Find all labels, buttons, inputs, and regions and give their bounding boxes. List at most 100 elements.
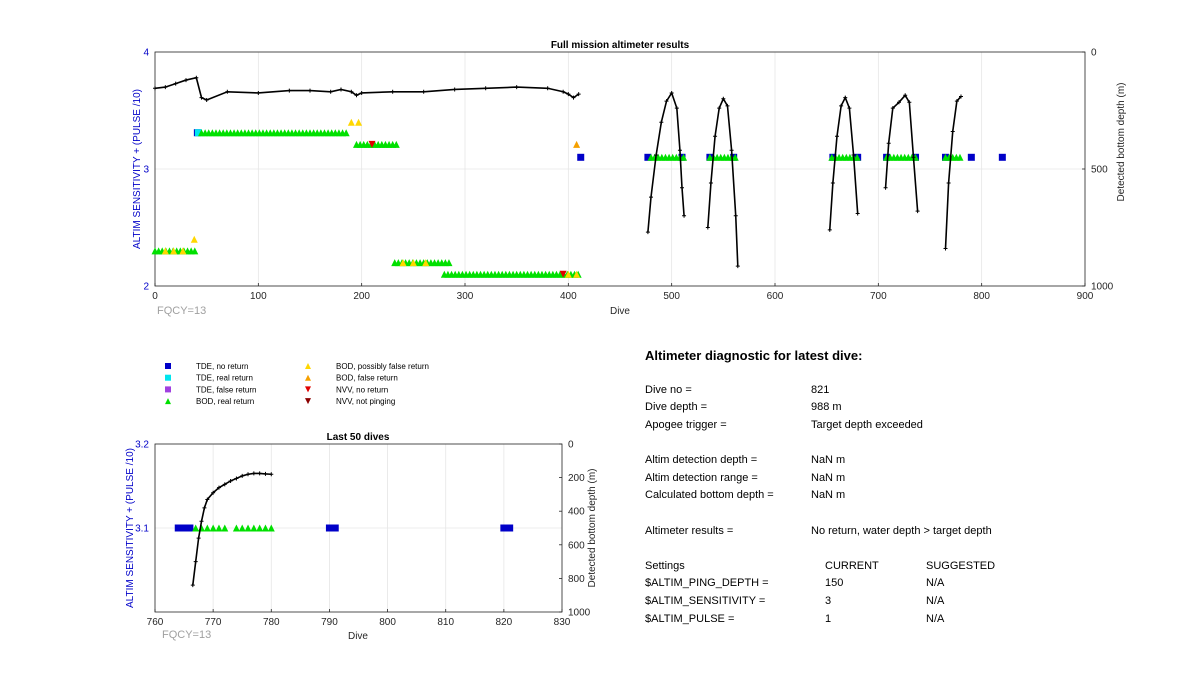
current-header: CURRENT: [825, 560, 879, 572]
bod-real-return-marker: [680, 153, 688, 161]
nvv-no-return-marker: [368, 140, 376, 148]
apogee-label: Apogee trigger =: [645, 419, 727, 431]
x-tick-label: 900: [1077, 291, 1094, 302]
y2-tick-label: 1000: [1091, 282, 1114, 293]
bottom-depth-point: [228, 478, 233, 483]
tde-false-return-legend-marker: [165, 386, 171, 393]
bod-real-return-marker: [392, 140, 400, 148]
detection-depth-value: NaN m: [811, 454, 846, 466]
bottom-depth-point: [839, 103, 844, 108]
bod-possibly-false-return-marker: [347, 118, 355, 126]
bod-possibly-false-return-marker: [190, 235, 198, 243]
bod-real-return-marker: [256, 524, 264, 532]
bottom-depth-point: [890, 106, 895, 111]
calc-depth-value: NaN m: [811, 489, 846, 501]
legend-label: TDE, no return: [196, 362, 248, 371]
bottom-depth-point: [211, 490, 216, 495]
small-chart-title: Last 50 dives: [327, 432, 390, 443]
bottom-depth-point: [216, 485, 221, 490]
bod-real-return-marker: [192, 524, 200, 532]
small-y2-axis-label: Detected bottom depth (m): [587, 469, 598, 588]
y2-tick-label: 0: [1091, 48, 1097, 59]
bottom-depth-point: [566, 92, 571, 97]
bottom-depth-point: [390, 89, 395, 94]
bottom-depth-point: [199, 95, 204, 100]
bottom-depth-point: [729, 148, 734, 153]
bottom-depth-point: [717, 106, 722, 111]
x-tick-label: 300: [457, 291, 474, 302]
results-value: No return, water depth > target depth: [811, 525, 992, 537]
y2-tick-label: 1000: [568, 608, 591, 619]
x-tick-label: 200: [353, 291, 370, 302]
legend-label: TDE, real return: [196, 374, 253, 383]
bottom-depth-point: [847, 106, 852, 111]
tde-no-return-marker: [644, 153, 652, 161]
y-tick-label: 3.1: [135, 524, 149, 535]
legend-label: TDE, false return: [196, 385, 256, 394]
bottom-depth-point: [514, 85, 519, 90]
main-y-axis-label: ALTIM SENSITIVITY + (PULSE /10): [132, 89, 143, 249]
bottom-depth-point: [959, 94, 963, 99]
y2-tick-label: 500: [1091, 165, 1108, 176]
bottom-depth-point: [830, 181, 835, 186]
bottom-depth-point: [483, 86, 488, 91]
x-tick-label: 400: [560, 291, 577, 302]
bod-real-return-marker: [731, 153, 739, 161]
tde-real-return-marker: [194, 129, 202, 137]
small-marks: [174, 471, 514, 588]
bod-real-return-marker: [238, 524, 246, 532]
setting-current: 150: [825, 577, 844, 589]
bottom-depth-point: [269, 472, 274, 477]
detection-range-label: Altim detection range =: [645, 472, 758, 484]
bottom-depth-line: [944, 95, 962, 249]
bottom-depth-point: [184, 78, 188, 83]
bottom-depth-point: [659, 120, 664, 125]
bod-possibly-false-return-marker: [564, 270, 572, 278]
bottom-depth-point: [883, 185, 888, 190]
tde-real-return-legend-marker: [165, 374, 171, 381]
bottom-depth-point: [173, 81, 178, 86]
bottom-depth-point: [287, 88, 292, 93]
bod-real-return-marker: [209, 524, 217, 532]
main-marks: [151, 75, 1006, 278]
bottom-depth-point: [649, 195, 653, 200]
bottom-depth-point: [571, 95, 576, 100]
y-tick-label: 3: [143, 165, 149, 176]
small-y-axis-label: ALTIM SENSITIVITY + (PULSE /10): [125, 448, 136, 608]
detection-range-value: NaN m: [811, 472, 846, 484]
bottom-depth-point: [645, 230, 650, 235]
bod-real-return-legend-marker: [165, 398, 171, 405]
bottom-depth-point: [204, 97, 209, 102]
y2-tick-label: 200: [568, 473, 585, 484]
setting-name: $ALTIM_PULSE =: [645, 613, 735, 625]
bottom-depth-point: [202, 505, 207, 510]
setting-suggested: N/A: [926, 595, 945, 607]
bottom-depth-point: [915, 209, 920, 214]
bottom-depth-point: [680, 185, 684, 190]
small-fqcy-label: FQCY=13: [162, 629, 211, 641]
bottom-depth-point: [328, 89, 333, 94]
nvv-not-pinging-legend-marker: [305, 398, 311, 405]
tde-no-return-marker: [577, 153, 585, 161]
legend-label: BOD, false return: [336, 374, 398, 383]
x-tick-label: 700: [870, 291, 887, 302]
legend-label: BOD, possibly false return: [336, 362, 429, 371]
x-tick-label: 830: [554, 617, 571, 628]
bod-real-return-marker: [267, 524, 275, 532]
bottom-depth-point: [153, 86, 157, 91]
bottom-depth-point: [886, 141, 891, 146]
bottom-depth-point: [946, 181, 951, 186]
main-x-axis-label: Dive: [610, 306, 630, 317]
bottom-depth-point: [713, 134, 718, 139]
bottom-depth-point: [835, 134, 839, 139]
bod-real-return-marker: [853, 153, 861, 161]
x-tick-label: 800: [973, 291, 990, 302]
bottom-depth-point: [725, 103, 730, 108]
small-x-axis-label: Dive: [348, 631, 368, 642]
setting-current: 3: [825, 595, 832, 607]
bod-real-return-marker: [956, 153, 964, 161]
y-tick-label: 3.2: [135, 440, 149, 451]
bottom-depth-point: [721, 96, 726, 101]
bottom-depth-point: [851, 152, 856, 157]
tde-no-return-marker: [967, 153, 975, 161]
